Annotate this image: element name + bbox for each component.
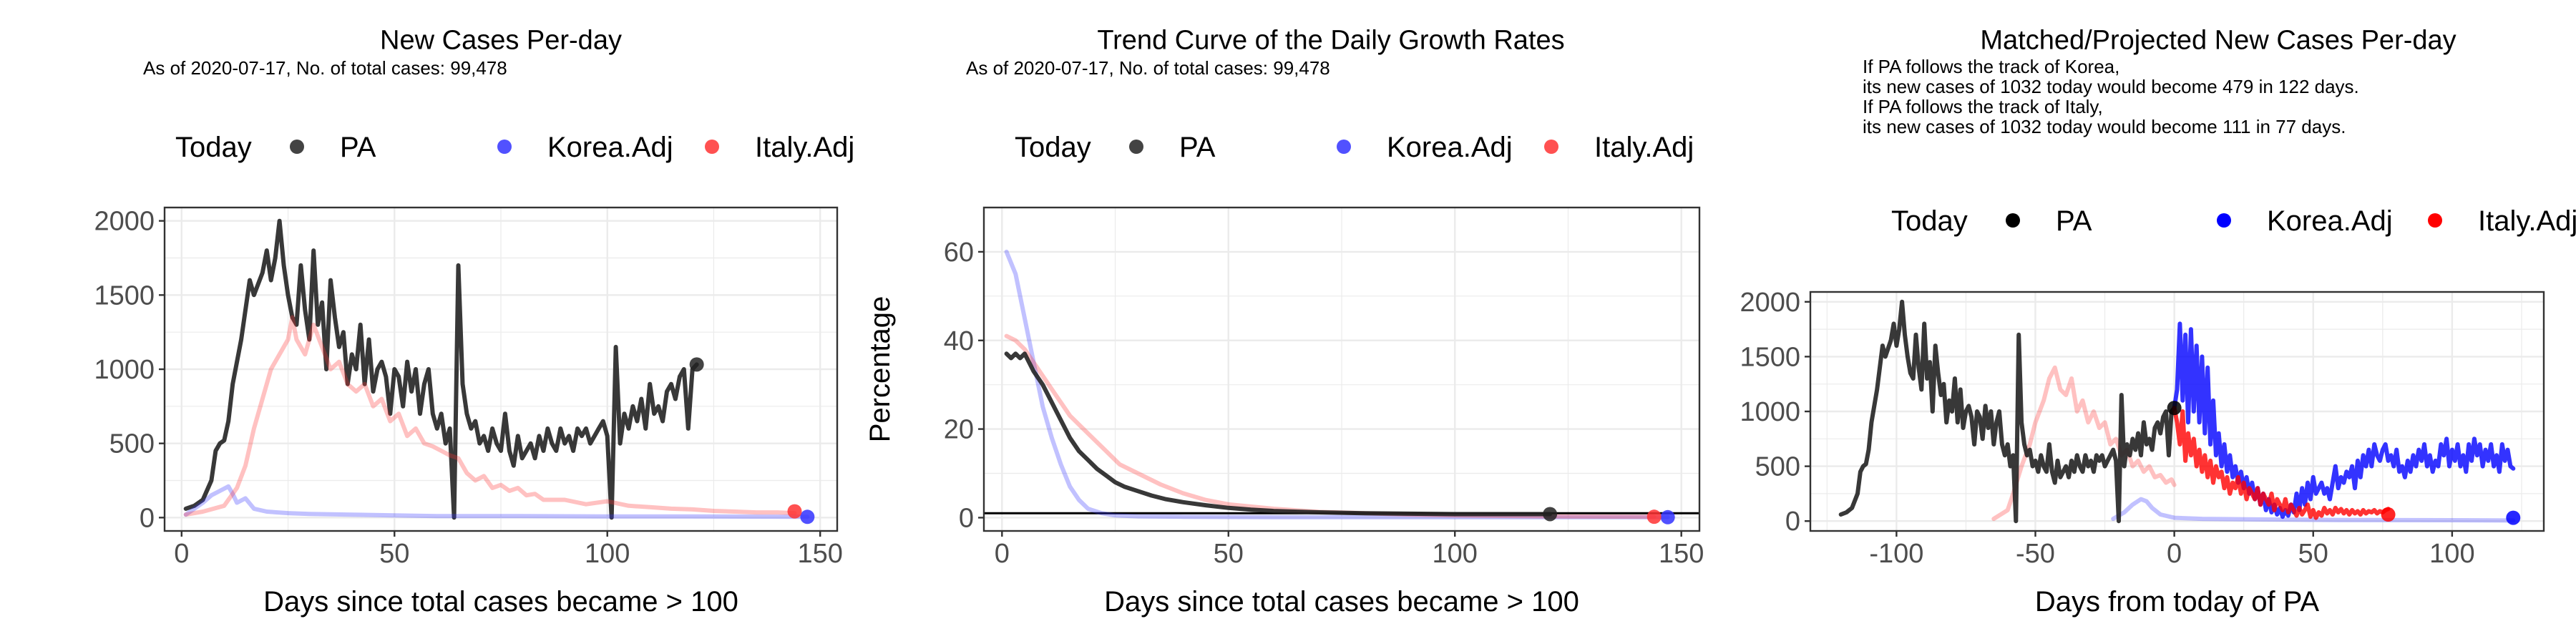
series-group (1004, 249, 1675, 525)
x-tick-label: -50 (2016, 539, 2055, 569)
series-group (1838, 299, 2521, 525)
y-tick-label: 0 (140, 503, 155, 533)
y-tick-label: 2000 (1740, 288, 1800, 318)
today-point-pa (2167, 401, 2182, 416)
chart-subtitle: As of 2020-07-17, No. of total cases: 99… (966, 57, 1330, 79)
legend-label: Korea.Adj (547, 132, 673, 163)
series-line-korea-adj (1004, 249, 1670, 519)
series-group (183, 218, 815, 525)
today-point-italy-adj (1646, 509, 1662, 525)
x-tick-label: 0 (995, 539, 1010, 569)
legend-title: Today (1015, 132, 1091, 163)
legend-title: Today (1891, 205, 1968, 237)
y-tick-label: 40 (944, 326, 974, 356)
chart-subtitle-line: its new cases of 1032 today would become… (1863, 76, 2359, 97)
legend-label: PA (2056, 205, 2092, 237)
series-line-korea-adj (2172, 321, 2516, 519)
series-line-pa (183, 218, 699, 520)
legend-label: Italy.Adj (755, 132, 854, 163)
chart-title: Trend Curve of the Daily Growth Rates (1097, 25, 1564, 55)
today-point-korea-adj (2506, 510, 2521, 525)
y-axis-label: Percentage (864, 296, 896, 443)
chart-title: New Cases Per-day (380, 25, 622, 55)
legend-title: Today (175, 132, 252, 163)
panel-growth-rates: Trend Curve of the Daily Growth RatesAs … (864, 25, 1704, 618)
x-axis-label: Days from today of PA (2035, 586, 2320, 618)
x-axis-label: Days since total cases became > 100 (1104, 586, 1579, 618)
series-line-korea-adj (183, 484, 810, 519)
legend-marker (705, 140, 719, 154)
x-tick-label: -100 (1869, 539, 1923, 569)
x-tick-label: 150 (1659, 539, 1704, 569)
x-tick-label: 150 (797, 539, 842, 569)
series-line-korea-adj-matched (2111, 497, 2516, 523)
series-line-italy-adj (2172, 406, 2391, 520)
legend-label: Italy.Adj (2478, 205, 2576, 237)
axes: 0 50 100 150 0 20 40 60 Days since total cases b… (864, 238, 1704, 618)
y-tick-label: 0 (1785, 507, 1800, 537)
grid (984, 207, 1699, 531)
y-tick-label: 60 (944, 238, 974, 268)
y-tick-label: 1000 (94, 355, 155, 385)
chart-subtitle-line: If PA follows the track of Korea, (1863, 56, 2119, 77)
legend-marker (2428, 213, 2442, 228)
legend-marker (1544, 140, 1558, 154)
y-tick-label: 0 (959, 503, 974, 533)
chart-title: Matched/Projected New Cases Per-day (1980, 25, 2456, 55)
series-line-pa (1838, 299, 2177, 524)
legend-label: Korea.Adj (2267, 205, 2393, 237)
legend-label: Korea.Adj (1387, 132, 1513, 163)
series-line-italy-adj-matched (1991, 365, 2177, 522)
legend-label: Italy.Adj (1594, 132, 1694, 163)
today-point-korea-adj (1660, 509, 1675, 525)
x-tick-label: 0 (174, 539, 189, 569)
series-line-italy-adj (183, 315, 797, 517)
legend-marker (2006, 213, 2020, 228)
y-tick-label: 500 (1755, 452, 1800, 482)
x-tick-label: 100 (585, 539, 630, 569)
x-tick-label: 0 (2167, 539, 2182, 569)
x-tick-label: 100 (2429, 539, 2474, 569)
chart-subtitle-line: If PA follows the track of Italy, (1863, 96, 2103, 117)
y-tick-label: 1000 (1740, 397, 1800, 427)
today-point-italy-adj (2381, 507, 2396, 522)
legend-marker (290, 140, 304, 154)
today-point-pa (1543, 507, 1558, 522)
plot-border (982, 206, 1701, 532)
today-point-italy-adj (787, 504, 802, 519)
x-tick-label: 50 (2298, 539, 2328, 569)
legend: Today PA Korea.Adj Italy.Adj (1015, 132, 1694, 163)
x-tick-label: 100 (1433, 539, 1478, 569)
y-tick-label: 20 (944, 415, 974, 445)
x-axis-label: Days since total cases became > 100 (263, 586, 738, 618)
today-point-pa (689, 357, 704, 372)
legend-label: PA (340, 132, 376, 163)
today-point-korea-adj (800, 509, 815, 525)
y-tick-label: 500 (109, 429, 155, 459)
x-tick-label: 50 (1214, 539, 1244, 569)
y-tick-label: 2000 (94, 207, 155, 237)
series-line-pa (1004, 351, 1553, 517)
y-tick-label: 1500 (1740, 342, 1800, 372)
legend: Today PA Korea.Adj Italy.Adj (175, 132, 854, 163)
x-tick-label: 50 (379, 539, 409, 569)
legend-marker (1129, 140, 1143, 154)
legend: Today PA Korea.Adj Italy.Adj (1891, 205, 2576, 237)
y-tick-label: 1500 (94, 280, 155, 311)
legend-label: PA (1179, 132, 1216, 163)
legend-marker (2217, 213, 2231, 228)
legend-marker (497, 140, 512, 154)
legend-marker (1337, 140, 1351, 154)
chart-subtitle: As of 2020-07-17, No. of total cases: 99… (143, 57, 507, 79)
chart-subtitle-line: its new cases of 1032 today would become… (1863, 116, 2346, 137)
